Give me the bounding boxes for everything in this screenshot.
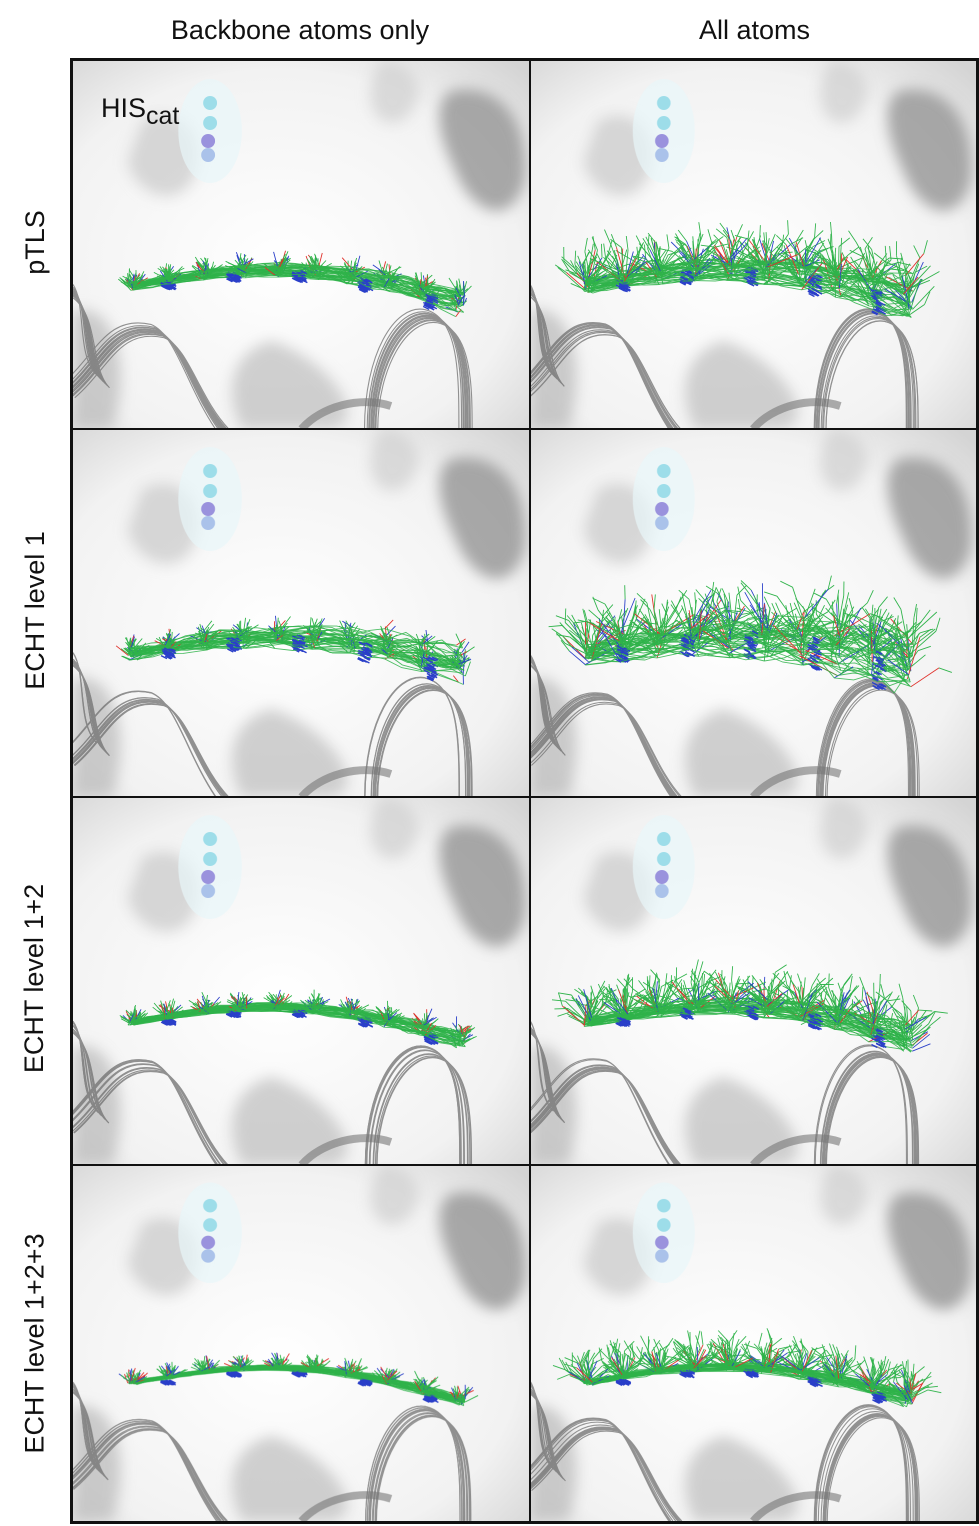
- his-cat-label-sub: cat: [146, 102, 180, 130]
- ligand-ensemble: [554, 220, 940, 318]
- his-cat-spheres: [178, 79, 242, 183]
- protein-render: [73, 797, 530, 1165]
- column-header-backbone: Backbone atoms only: [170, 15, 430, 45]
- his-cat-spheres: [632, 1182, 695, 1284]
- his-cat-spheres: [632, 815, 695, 919]
- structure-panel: [73, 1165, 530, 1521]
- ligand-ensemble: [551, 959, 948, 1053]
- ligand-ensemble: [115, 615, 475, 685]
- ligand-ensemble: [118, 1352, 479, 1407]
- protein-render: [530, 61, 976, 429]
- surface-shading: [530, 429, 972, 797]
- his-cat-label-main: HIS: [101, 93, 147, 123]
- column-header-all-atoms: All atoms: [698, 15, 811, 45]
- ribbon-loops: [73, 652, 473, 797]
- row-header-echt-level-1: ECHT level 1: [19, 530, 50, 690]
- protein-render: [530, 797, 976, 1165]
- structure-panel: HIScat: [73, 61, 530, 429]
- structure-panel: [530, 61, 976, 429]
- his-cat-spheres: [178, 447, 242, 551]
- protein-render: [530, 1165, 976, 1521]
- structure-panel: [73, 429, 530, 797]
- row-divider: [73, 796, 976, 798]
- his-cat-spheres: [178, 815, 242, 919]
- ribbon-loops: [73, 1020, 473, 1165]
- ribbon-loops: [530, 1380, 920, 1521]
- his-cat-spheres: [632, 79, 695, 183]
- his-cat-spheres: [632, 447, 695, 551]
- row-header-ptls: pTLS: [19, 209, 50, 275]
- panel-grid: HIScat: [70, 58, 979, 1524]
- structure-panel: [530, 429, 976, 797]
- row-header-echt-level-1-2-3: ECHT level 1+2+3: [19, 1232, 50, 1454]
- protein-render: [530, 429, 976, 797]
- column-divider: [529, 61, 531, 1521]
- row-divider: [73, 428, 976, 430]
- ribbon-loops: [73, 284, 473, 429]
- structure-panel: [73, 797, 530, 1165]
- surface-shading: [73, 1165, 526, 1521]
- ribbon-loops: [530, 1019, 920, 1165]
- his-cat-spheres: [178, 1182, 242, 1284]
- ribbon-loops: [73, 1381, 472, 1521]
- protein-render: [73, 61, 530, 429]
- protein-render: [73, 429, 530, 797]
- row-divider: [73, 1164, 976, 1166]
- ligand-ensemble: [548, 575, 952, 694]
- ribbon-loops: [530, 654, 920, 797]
- his-cat-label: HIScat: [101, 95, 179, 129]
- structure-panel: [530, 1165, 976, 1521]
- protein-render: [73, 1165, 530, 1521]
- structure-panel: [530, 797, 976, 1165]
- ligand-ensemble: [118, 250, 472, 318]
- row-header-echt-level-1-2: ECHT level 1+2: [19, 883, 50, 1073]
- ligand-ensemble: [552, 1328, 942, 1408]
- ligand-ensemble: [119, 989, 477, 1049]
